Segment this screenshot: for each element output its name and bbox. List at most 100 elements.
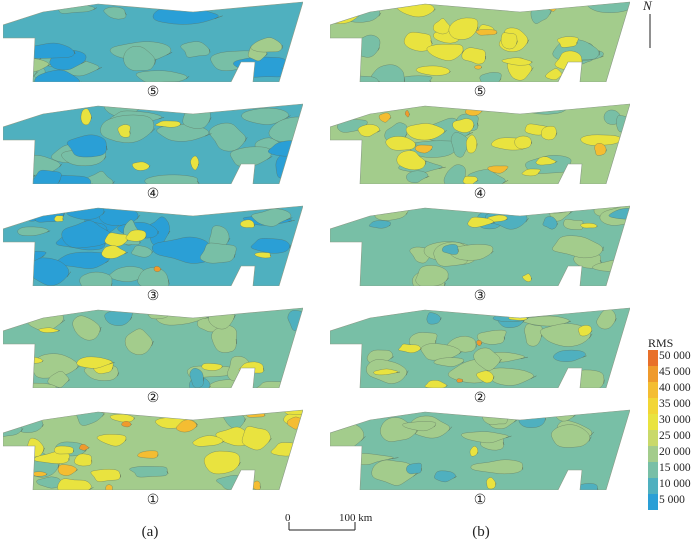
north-arrow-icon (649, 14, 651, 48)
contour-region (500, 32, 518, 50)
contour-region (563, 218, 584, 230)
contour-region (465, 134, 478, 154)
contour-region (508, 315, 528, 321)
contour-region (415, 65, 451, 76)
survey-outline (2, 307, 304, 389)
map-panel (2, 204, 304, 291)
contour-region (465, 308, 485, 314)
map-panel (2, 102, 304, 189)
legend-swatch (648, 350, 658, 366)
contour-region (240, 219, 255, 228)
contour-region (524, 323, 543, 347)
survey-outline (2, 409, 304, 491)
contour-region (611, 274, 621, 286)
contour-region (3, 164, 36, 182)
contour-region (450, 131, 473, 158)
legend-tick-label: 10 000 (659, 478, 691, 490)
rms-contour-map (329, 1, 631, 83)
contour-region (176, 419, 198, 433)
contour-region (53, 445, 74, 455)
contour-region (31, 169, 62, 184)
rms-contour-map (2, 307, 304, 389)
contour-region (580, 222, 598, 229)
contour-region (405, 123, 447, 141)
contour-region (462, 175, 479, 184)
contour-region (5, 49, 35, 63)
contour-region (396, 150, 427, 171)
contour-region (470, 459, 524, 475)
contour-region (57, 464, 78, 476)
rms-contour-map (2, 409, 304, 491)
contour-region (3, 258, 22, 270)
survey-outline (329, 1, 631, 83)
survey-outline (2, 103, 304, 185)
contour-region (426, 312, 442, 325)
panel-label: ⑤ (146, 85, 160, 100)
contour-region (398, 343, 422, 354)
contour-region (201, 363, 223, 371)
contour-region (481, 410, 509, 426)
contour-region (34, 69, 82, 82)
contour-region (332, 461, 348, 469)
scale-bar-graphic (288, 522, 356, 531)
contour-region (151, 236, 213, 264)
legend-swatch (648, 430, 658, 446)
contour-region (474, 64, 482, 70)
contour-region (522, 273, 532, 282)
scale-bar: 0 100 km (285, 512, 372, 537)
contour-region (190, 155, 200, 171)
contour-region (47, 371, 71, 388)
contour-region (241, 426, 272, 451)
panel-label: ④ (146, 187, 160, 202)
contour-region (434, 470, 457, 483)
contour-region (594, 143, 607, 156)
contour-region (424, 379, 448, 388)
rms-contour-map (329, 409, 631, 491)
contour-region (415, 265, 449, 286)
contour-region (349, 2, 370, 4)
contour-region (189, 367, 205, 388)
contour-region (72, 315, 102, 341)
contour-region (61, 220, 115, 249)
panel-label: ③ (146, 289, 160, 304)
legend-swatch (648, 462, 658, 478)
contour-region (330, 308, 346, 313)
legend-tick-label: 25 000 (659, 430, 691, 442)
contour-region (251, 208, 293, 227)
contour-region (426, 43, 465, 61)
contour-region (378, 112, 392, 123)
contour-region (557, 36, 579, 48)
contour-region (465, 308, 483, 311)
column-label-b: (b) (472, 524, 490, 540)
contour-region (473, 347, 502, 371)
rms-contour-map (2, 103, 304, 185)
contour-region (79, 271, 113, 286)
contour-region (104, 232, 129, 247)
survey-outline (2, 205, 304, 287)
contour-region (211, 324, 237, 353)
contour-region (102, 206, 141, 209)
survey-outline (329, 307, 631, 389)
contour-region (80, 108, 93, 126)
contour-region (241, 107, 291, 125)
contour-region (3, 207, 23, 221)
map-panel (329, 408, 631, 495)
panel-label: ① (146, 493, 160, 508)
contour-region (96, 434, 127, 447)
scale-bar-end: 100 km (339, 512, 373, 524)
contour-region (456, 378, 463, 383)
contour-region (469, 445, 479, 457)
contour-region (406, 170, 430, 184)
legend-swatch (648, 446, 658, 462)
contour-region (596, 308, 617, 330)
contour-region (57, 478, 94, 490)
contour-region (203, 450, 241, 475)
contour-region (441, 244, 459, 255)
contour-region (38, 327, 60, 333)
contour-region (501, 57, 533, 66)
north-label: N (643, 0, 652, 13)
contour-region (36, 476, 62, 489)
contour-region (616, 114, 630, 133)
rms-contour-map (329, 205, 631, 287)
